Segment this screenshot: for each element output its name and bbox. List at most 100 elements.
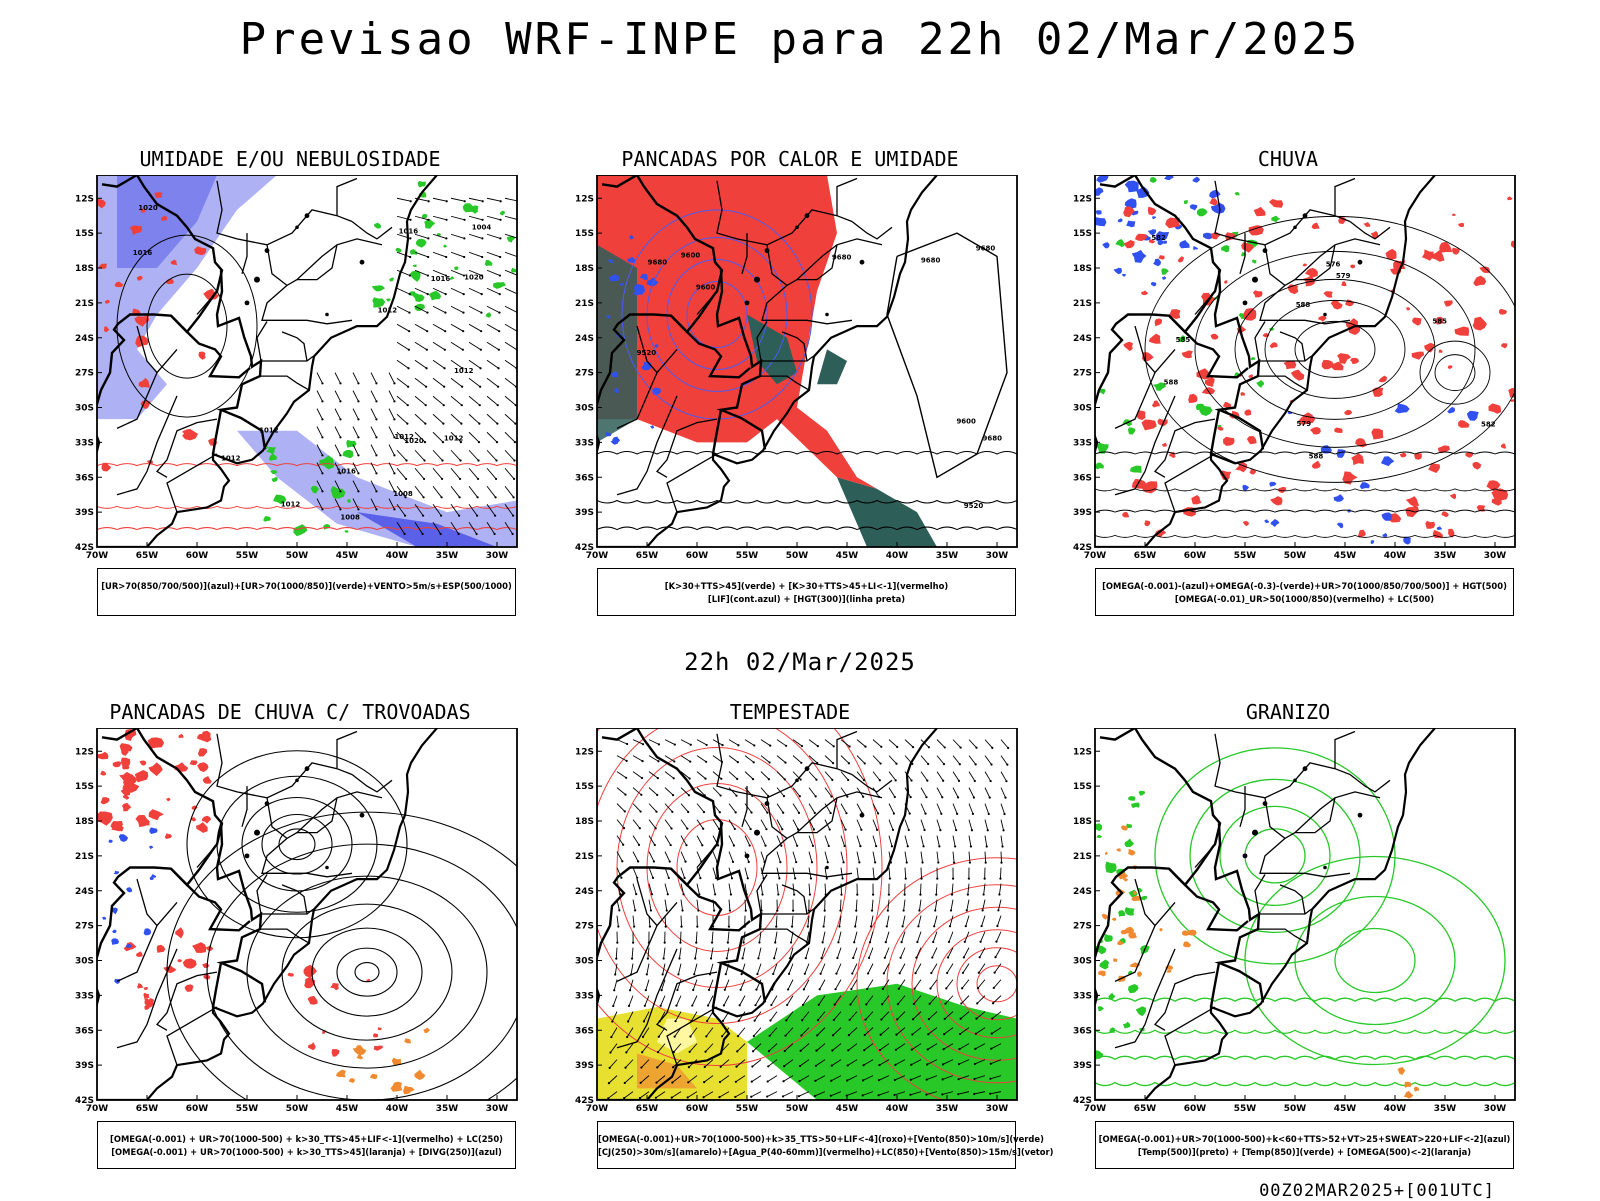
wind-vector [713, 868, 716, 879]
wind-vector [809, 884, 810, 895]
wind-vector [823, 932, 825, 943]
wind-vector [999, 878, 1001, 880]
wind-vector [889, 740, 897, 747]
wind-vector [905, 820, 909, 830]
wind-vector [463, 293, 465, 295]
rain-red-blob [1303, 264, 1308, 267]
wind-vector [703, 811, 705, 813]
wind-vector [761, 836, 766, 846]
wind-vector [761, 820, 766, 830]
wind-vector [819, 988, 821, 990]
wind-vector [855, 916, 857, 927]
wind-vector [405, 478, 407, 480]
storm-red-blob [203, 776, 212, 784]
wind-vector [671, 811, 673, 813]
wind-vector [1001, 804, 1005, 814]
lat-label: 36S [575, 473, 594, 483]
wind-vector [689, 761, 691, 763]
wind-vector [440, 515, 442, 517]
humidity-green-blob [450, 276, 455, 280]
contour-label: 1004 [472, 223, 492, 231]
storm-orange-blob [370, 1074, 377, 1079]
storm-red-blob [196, 822, 208, 833]
wind-vector [809, 852, 812, 863]
wind-vector [835, 973, 837, 975]
omega-green-blob [1161, 268, 1169, 275]
country-border [1211, 410, 1219, 454]
wind-vector [935, 893, 937, 895]
temp850-contour [1095, 1030, 1528, 1033]
contour-label: 1012 [394, 433, 414, 441]
legend-line: [OMEGA(-0.001)+UR>70(1000-500)+k>35_TTS>… [598, 1133, 1015, 1146]
wind-vector [711, 941, 713, 943]
wind-vector [969, 820, 972, 831]
wind-vector [673, 760, 675, 762]
humidity-green-blob [414, 304, 425, 311]
rain-red-blob [1334, 428, 1343, 434]
rain-red-blob [1372, 387, 1383, 397]
wind-vector [665, 836, 671, 845]
wind-vector [487, 468, 496, 479]
lon-label: 60W [686, 551, 709, 561]
lat-label: 21S [1073, 299, 1092, 309]
rain-red-blob [1124, 240, 1135, 248]
lat-label: 33S [575, 991, 594, 1001]
wind-vector [697, 772, 705, 779]
state-border [767, 792, 882, 839]
state-border [667, 454, 717, 512]
wind-vector [927, 1033, 929, 1035]
streamline [262, 815, 332, 875]
wind-vector [841, 877, 843, 879]
wind-vector [902, 925, 904, 927]
lon-label: 55W [736, 551, 759, 561]
wind-vector [408, 312, 410, 314]
wind-vector [937, 820, 940, 830]
map-layer [59, 728, 530, 1128]
lake [1243, 853, 1248, 858]
lake [860, 260, 865, 265]
lon-label: 70W [586, 551, 609, 561]
rain-red-blob [1209, 198, 1217, 205]
wind-vector [433, 378, 444, 386]
wind-vector [1001, 740, 1008, 748]
wind-vector [469, 288, 482, 294]
lon-label: 60W [186, 1104, 209, 1114]
wind-vector [638, 844, 640, 846]
wind-vector [775, 926, 777, 928]
storm-red-blob [330, 983, 339, 990]
lake [1252, 277, 1258, 283]
wind-vector [742, 957, 744, 959]
lat-label: 27S [575, 922, 594, 932]
state-border [260, 361, 309, 390]
wind-vector [761, 740, 770, 746]
wind-vector [727, 948, 729, 959]
rain-red-blob [1182, 350, 1193, 358]
wind-vector [912, 746, 914, 748]
wind-vector [505, 324, 517, 331]
wind-vector [720, 1066, 722, 1068]
wind-vector [339, 490, 341, 492]
wind-vector [335, 427, 340, 438]
legend-pancadas-calor: [K>30+TTS>45](verde) + [K>30+TTS>45+LI<-… [597, 568, 1016, 616]
wind-vector [653, 860, 655, 862]
wind-vector [969, 836, 971, 847]
wind-vector [1001, 788, 1006, 798]
wind-vector [910, 796, 912, 798]
lon-label: 65W [636, 1104, 659, 1114]
omega-green-blob [1251, 357, 1256, 360]
state-border [1240, 786, 1245, 827]
wind-vector [785, 745, 787, 747]
wind-vector [495, 478, 497, 480]
wind-vector [451, 414, 461, 423]
wind-vector [686, 828, 688, 830]
wind-vector [609, 1067, 611, 1069]
wind-vector [375, 508, 377, 510]
lon-label: 45W [1334, 1104, 1357, 1114]
lake [325, 866, 329, 870]
streamline [337, 948, 397, 996]
rain-red-blob [1422, 249, 1434, 260]
wind-vector [747, 877, 749, 879]
wind-vector [371, 373, 376, 384]
wind-vector [424, 441, 426, 443]
